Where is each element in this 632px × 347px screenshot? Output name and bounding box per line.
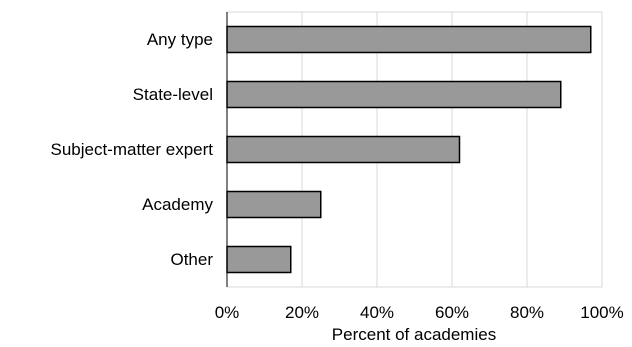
bar-other [226,245,292,274]
x-tick-label: 40% [360,303,394,322]
x-axis-title: Percent of academies [332,325,496,344]
category-labels: Any type State-level Subject-matter expert… [50,30,213,269]
category-label: Other [170,250,213,269]
bar-subject-matter-expert [226,135,461,164]
x-tick-label: 80% [510,303,544,322]
bar-academy [226,190,322,219]
x-tick-label: 60% [435,303,469,322]
category-label: Subject-matter expert [50,140,213,159]
bar-state-level [226,80,562,109]
category-label: Any type [147,30,213,49]
bars [226,25,592,274]
category-label: State-level [133,85,213,104]
bar-any-type [226,25,592,54]
category-label: Academy [142,195,213,214]
x-tick-label: 100% [580,303,623,322]
x-tick-labels: 0% 20% 40% 60% 80% 100% [215,303,624,322]
x-tick-label: 0% [215,303,240,322]
x-tick-label: 20% [285,303,319,322]
